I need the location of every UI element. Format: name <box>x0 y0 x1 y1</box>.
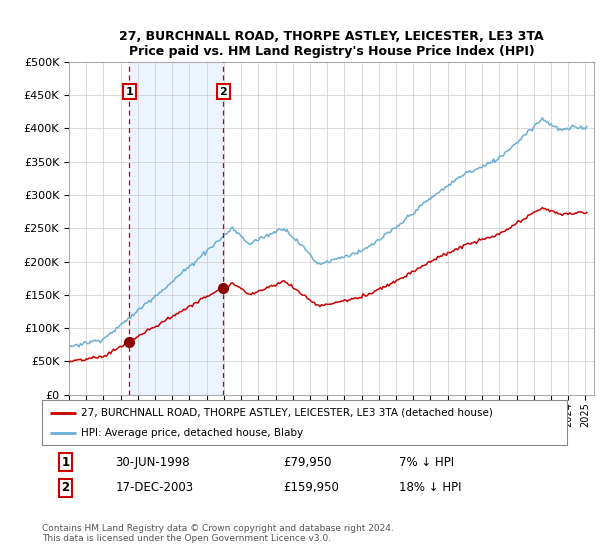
Text: Contains HM Land Registry data © Crown copyright and database right 2024.
This d: Contains HM Land Registry data © Crown c… <box>42 524 394 543</box>
Text: 27, BURCHNALL ROAD, THORPE ASTLEY, LEICESTER, LE3 3TA (detached house): 27, BURCHNALL ROAD, THORPE ASTLEY, LEICE… <box>82 408 493 418</box>
Text: 30-JUN-1998: 30-JUN-1998 <box>115 456 190 469</box>
Text: 17-DEC-2003: 17-DEC-2003 <box>115 482 194 494</box>
Text: £79,950: £79,950 <box>284 456 332 469</box>
Text: 7% ↓ HPI: 7% ↓ HPI <box>399 456 454 469</box>
Text: 1: 1 <box>62 456 70 469</box>
Title: 27, BURCHNALL ROAD, THORPE ASTLEY, LEICESTER, LE3 3TA
Price paid vs. HM Land Reg: 27, BURCHNALL ROAD, THORPE ASTLEY, LEICE… <box>119 30 544 58</box>
Text: HPI: Average price, detached house, Blaby: HPI: Average price, detached house, Blab… <box>82 428 304 438</box>
Text: £159,950: £159,950 <box>284 482 340 494</box>
Text: 1: 1 <box>125 87 133 96</box>
Text: 2: 2 <box>62 482 70 494</box>
Bar <box>129 62 223 395</box>
Text: 2: 2 <box>220 87 227 96</box>
Text: 18% ↓ HPI: 18% ↓ HPI <box>399 482 461 494</box>
